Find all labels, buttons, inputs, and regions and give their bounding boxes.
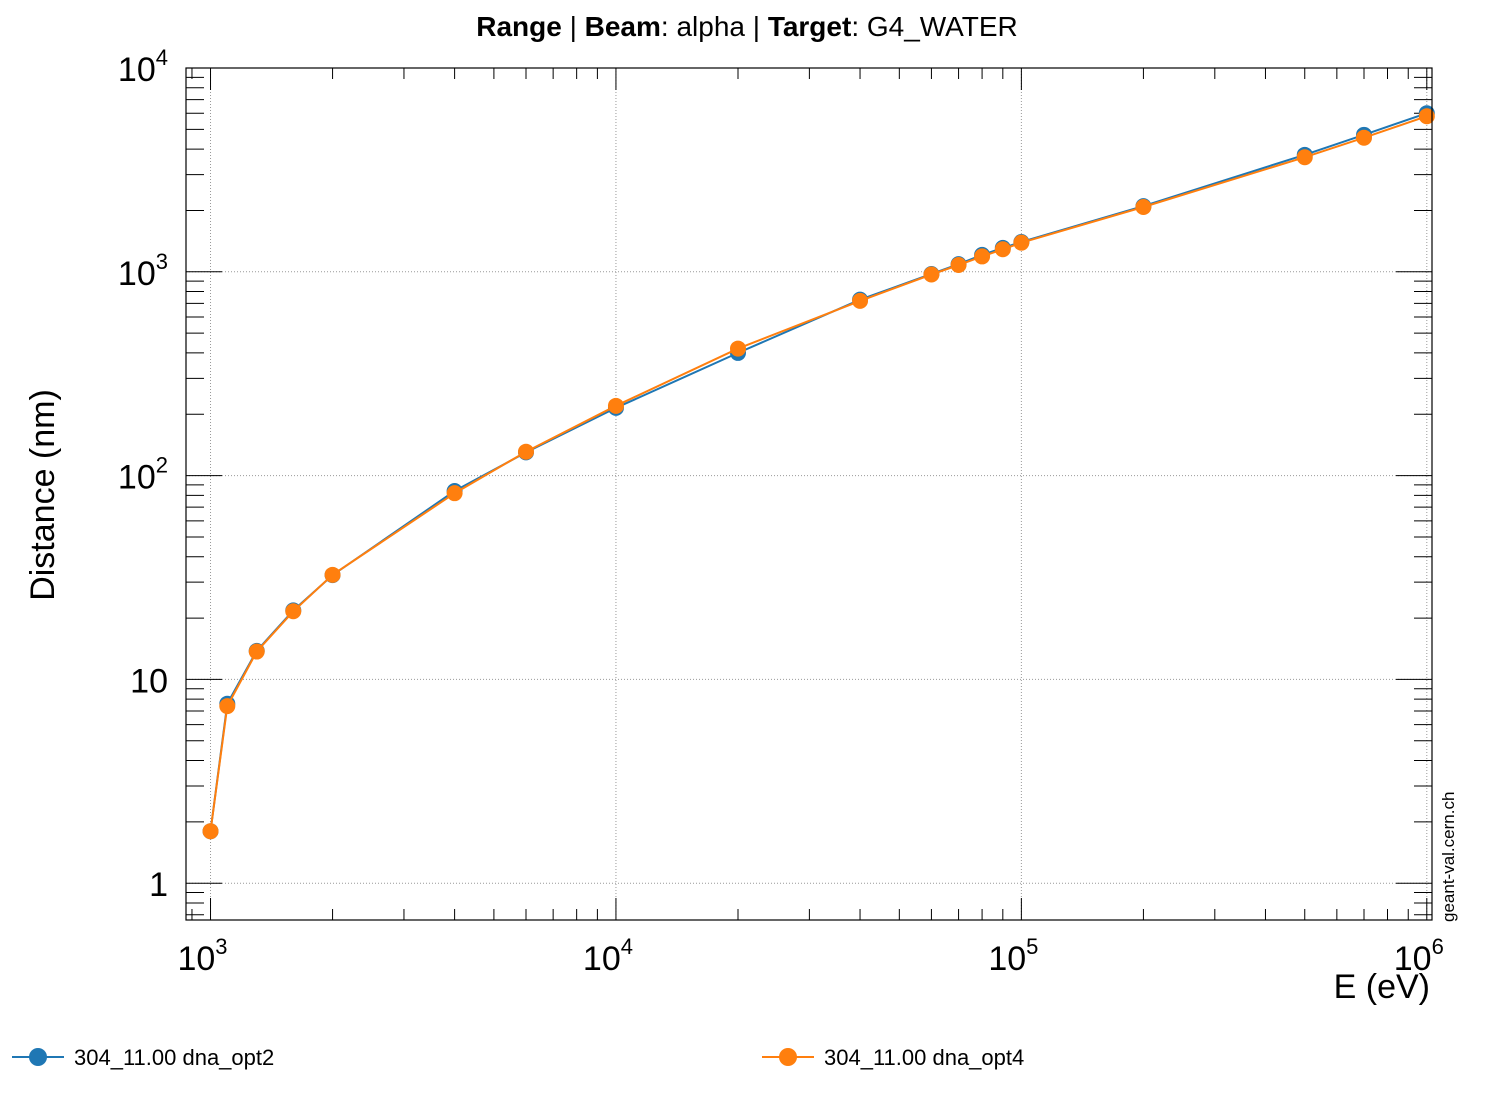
legend-entry: 304_11.00 dna_opt4 [762,1045,1024,1070]
x-tick-base: 10 [1394,940,1432,978]
x-axis-title: E (eV) [1334,968,1430,1006]
y-tick-text: 1 [149,866,168,904]
y-tick-text: 10 [130,662,168,700]
y-tick-exp: 2 [156,453,168,478]
legend: 304_11.00 dna_opt2 304_11.00 dna_opt4 [12,1045,1024,1070]
y-tick-base: 10 [118,255,156,293]
data-point [1355,129,1372,146]
data-point [324,566,341,583]
title-part: Range [476,11,562,42]
y-tick-base: 10 [118,459,156,497]
y-tick-label: 102 [118,453,168,497]
title-part: | [562,11,585,42]
data-point [1296,149,1313,166]
series-layer [202,105,1435,840]
y-tick-label: 1 [149,866,168,904]
minor-ticks [186,67,1432,920]
y-tick-label: 10 [130,662,168,700]
data-point [729,340,746,357]
data-point [950,256,967,273]
chart-title: Range | Beam: alpha | Target: G4_WATER [476,11,1018,42]
x-tick-exp: 5 [1026,934,1038,959]
data-point [285,603,302,620]
data-point [607,397,624,414]
x-tick-exp: 3 [215,934,227,959]
y-tick-label: 103 [118,249,168,293]
legend-entry: 304_11.00 dna_opt2 [12,1045,274,1070]
legend-label: 304_11.00 dna_opt4 [824,1045,1024,1070]
x-tick-base: 10 [583,940,621,978]
legend-label: 304_11.00 dna_opt2 [74,1045,274,1070]
x-tick-label: 103 [177,934,227,978]
x-tick-label: 105 [988,934,1038,978]
y-tick-exp: 3 [156,249,168,274]
x-tick-base: 10 [988,940,1026,978]
data-point [202,823,219,840]
data-point [1013,234,1030,251]
y-axis-title: Distance (nm) [24,389,62,601]
data-point [446,485,463,502]
title-part: Beam [585,11,661,42]
data-point [1135,198,1152,215]
data-point [994,241,1011,258]
series-2 [202,108,1435,840]
x-tick-label: 104 [583,934,633,978]
y-tick-base: 10 [118,51,156,89]
title-part: : alpha | [661,11,768,42]
watermark: geant-val.cern.ch [1439,792,1458,922]
data-point [1418,108,1435,125]
x-tick-labels: 103 104 105 106 [177,934,1443,978]
data-point [852,292,869,309]
x-tick-exp: 6 [1432,934,1444,959]
y-tick-exp: 4 [156,45,168,70]
x-tick-base: 10 [177,940,215,978]
data-point [974,248,991,265]
title-part: Target [768,11,852,42]
y-tick-label: 104 [118,45,168,89]
x-tick-exp: 4 [621,934,633,959]
data-point [219,698,236,715]
data-point [518,443,535,460]
x-tick-label: 106 [1394,934,1444,978]
data-point [923,266,940,283]
legend-marker [779,1048,797,1066]
title-part: : G4_WATER [851,11,1017,42]
plot-frame [185,67,1433,921]
legend-marker [29,1048,47,1066]
data-point [248,643,265,660]
